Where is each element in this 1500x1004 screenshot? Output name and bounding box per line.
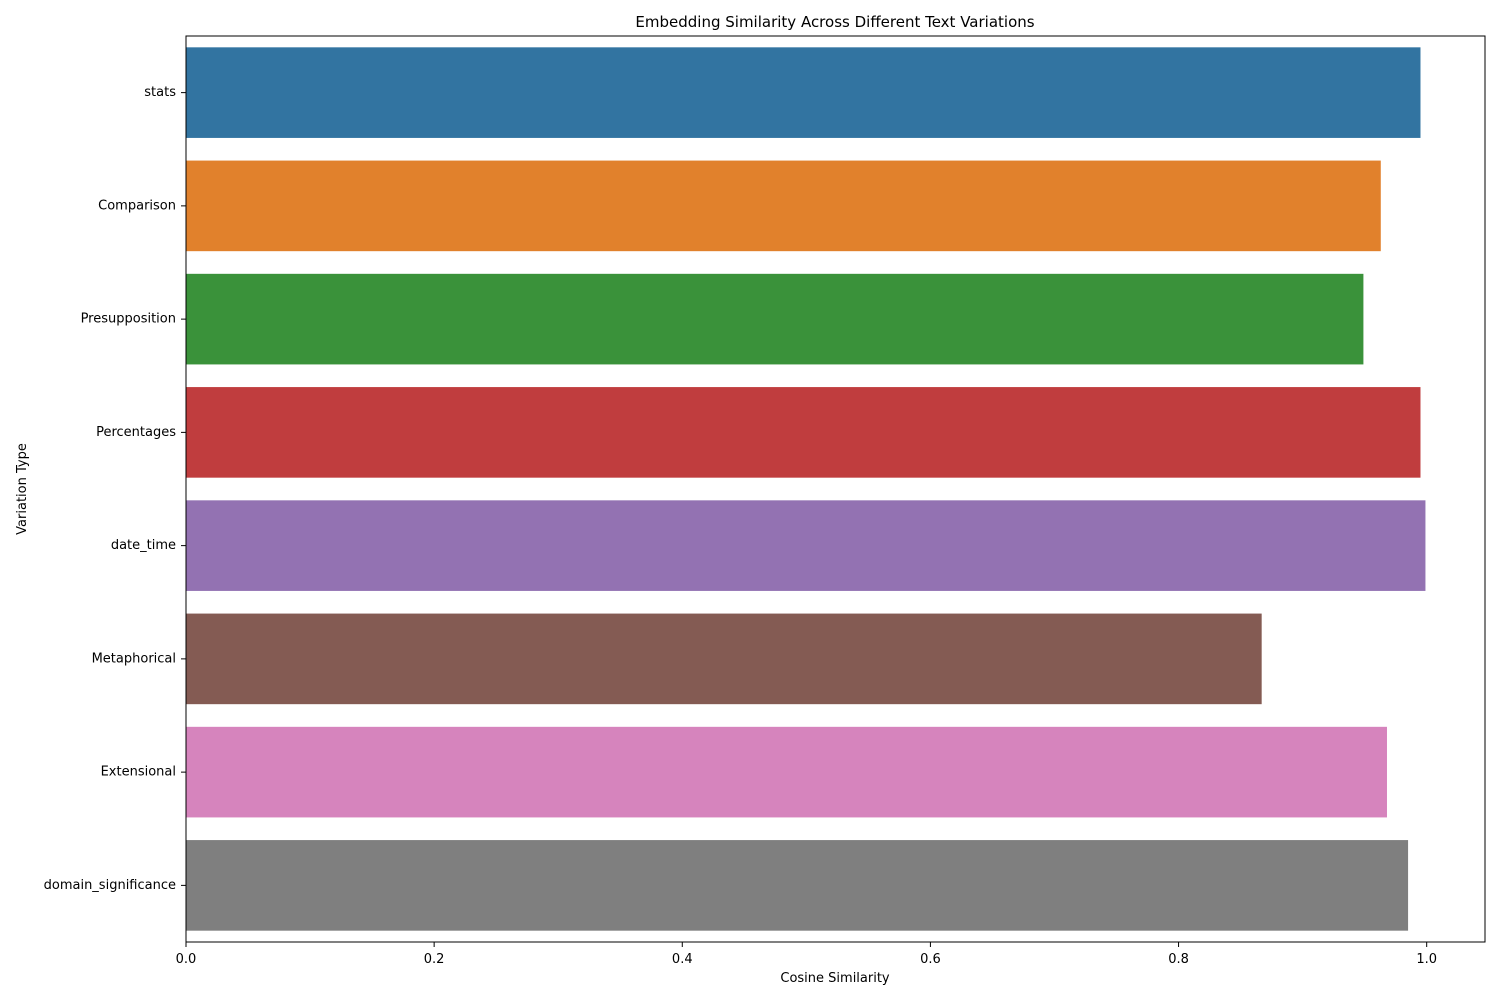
y-tick-label: stats xyxy=(144,85,176,100)
y-tick-label: Presupposition xyxy=(81,312,176,327)
x-tick-label: 0.8 xyxy=(1168,952,1189,967)
x-tick-label: 0.4 xyxy=(672,952,693,967)
bar-domain_significance xyxy=(186,840,1409,931)
y-axis-label: Variation Type xyxy=(15,443,30,535)
x-tick-label: 1.0 xyxy=(1416,952,1437,967)
y-axis-ticks: stats Comparison Presupposition Percentages… xyxy=(44,85,186,893)
x-tick-label: 0.0 xyxy=(176,952,197,967)
plot-frame xyxy=(185,35,1486,943)
y-tick-label: Metaphorical xyxy=(92,651,176,666)
y-tick-label: domain_significance xyxy=(44,878,176,893)
bars-group xyxy=(186,47,1426,931)
y-tick-label: date_time xyxy=(111,538,176,553)
bar-Percentages xyxy=(186,387,1421,478)
y-tick-label: Comparison xyxy=(98,198,176,213)
y-tick-label: Extensional xyxy=(101,765,176,780)
bar-Presupposition xyxy=(186,273,1364,365)
bar-date_time xyxy=(186,500,1426,591)
bar-Comparison xyxy=(186,160,1381,252)
x-axis-ticks: 0.0 0.2 0.4 0.6 0.8 1.0 xyxy=(176,942,1437,967)
x-tick-label: 0.2 xyxy=(424,952,445,967)
bar-Extensional xyxy=(186,726,1387,818)
y-tick-label: Percentages xyxy=(96,425,176,440)
x-tick-label: 0.6 xyxy=(920,952,941,967)
x-axis-label: Cosine Similarity xyxy=(780,971,890,986)
chart-title: Embedding Similarity Across Different Te… xyxy=(635,13,1034,31)
bar-Metaphorical xyxy=(186,613,1262,705)
bar-stats xyxy=(186,47,1421,138)
